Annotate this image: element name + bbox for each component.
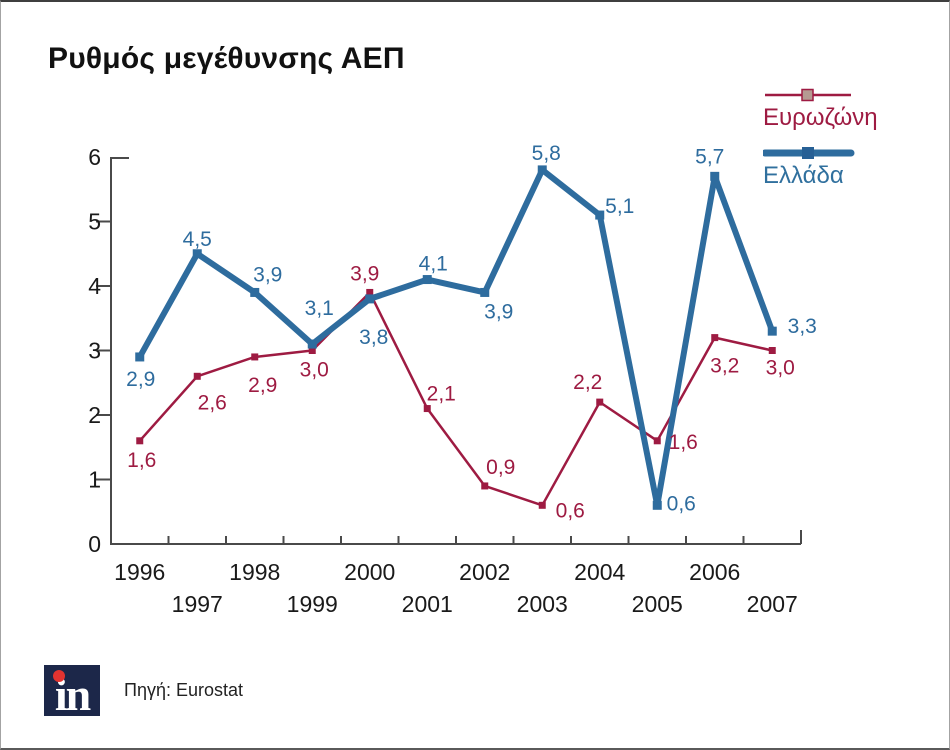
y-tick-label: 5 [88, 209, 101, 235]
series-greece-marker [652, 500, 662, 510]
data-label: 4,5 [183, 228, 212, 251]
data-label: 2,6 [198, 391, 227, 414]
series-eurozone-marker [596, 398, 604, 406]
data-label: 3,0 [300, 359, 329, 382]
data-label: 3,9 [484, 300, 513, 323]
series-eurozone-marker [538, 501, 546, 509]
legend-label-eurozone: Ευρωζώνη [763, 104, 878, 131]
footer: in Πηγή: Eurostat [44, 665, 244, 717]
series-eurozone-labels: 1,6 2,6 2,9 3,0 3,9 2,1 0,9 0,6 2,2 1,6 3,2 3,0 [127, 262, 795, 522]
data-label: 4,1 [419, 253, 448, 276]
series-eurozone-line [138, 291, 774, 507]
series-eurozone-marker [711, 334, 719, 342]
y-tick-label: 3 [88, 338, 101, 364]
series-greece-marker [365, 294, 375, 304]
series-eurozone-marker [251, 353, 259, 361]
series-greece [135, 165, 777, 510]
series-greece-marker [480, 287, 490, 297]
series-greece-marker [422, 275, 432, 285]
data-label: 1,6 [127, 449, 156, 472]
data-label: 3,1 [305, 297, 334, 320]
x-tick-label: 2002 [459, 559, 510, 585]
logo-red-dot-icon [53, 670, 65, 682]
x-tick-label: 2004 [574, 559, 625, 585]
series-greece-marker [767, 326, 777, 336]
data-label: 3,9 [253, 263, 282, 286]
y-tick-label: 1 [88, 467, 101, 493]
series-greece-marker [307, 339, 317, 349]
series-greece-marker [710, 171, 720, 181]
data-label: 3,9 [350, 262, 379, 285]
y-tick-label: 4 [88, 273, 101, 299]
data-label: 3,2 [710, 355, 739, 378]
series-eurozone-marker [768, 347, 776, 354]
x-tick-label: 1999 [287, 591, 338, 617]
data-label: 2,2 [573, 371, 602, 394]
data-label: 2,1 [427, 383, 456, 406]
y-tick-label: 2 [88, 402, 101, 428]
x-tick-label: 2005 [632, 591, 683, 617]
x-tick-label: 2001 [402, 591, 453, 617]
legend-item-greece: Ελλάδα [763, 144, 923, 190]
eurozone-line-swatch [765, 88, 851, 102]
data-label: 3,3 [788, 315, 817, 338]
x-tick-label: 2006 [689, 559, 740, 585]
data-label: 2,9 [248, 374, 277, 397]
data-label: 0,6 [556, 499, 585, 522]
data-label: 5,1 [605, 195, 634, 218]
source-text: Πηγή: Eurostat [124, 680, 244, 700]
chart-title: Ρυθμός μεγέθυνσης ΑΕΠ [48, 42, 405, 75]
series-greece-marker [135, 352, 145, 362]
series-eurozone-marker [308, 347, 316, 354]
series-eurozone-marker [136, 437, 144, 445]
x-tick-label: 1996 [114, 559, 165, 585]
greece-line-swatch [763, 147, 855, 159]
x-tick-label: 2000 [344, 559, 395, 585]
data-label: 3,8 [359, 326, 388, 349]
series-greece-marker [595, 210, 605, 220]
y-tick-label: 6 [88, 144, 101, 170]
legend: Ευρωζώνη Ελλάδα [763, 86, 923, 202]
y-tick-label: 0 [88, 531, 101, 557]
series-eurozone [136, 288, 776, 509]
series-greece-line [136, 166, 776, 509]
data-label: 1,6 [669, 431, 698, 454]
data-label: 0,9 [486, 456, 515, 479]
series-greece-marker [537, 165, 547, 175]
legend-item-eurozone: Ευρωζώνη [763, 86, 923, 132]
data-label: 5,8 [532, 142, 561, 165]
data-label: 5,7 [695, 145, 724, 168]
series-eurozone-marker [423, 405, 431, 413]
data-label: 2,9 [126, 368, 155, 391]
data-label: 3,0 [766, 357, 795, 380]
x-tick-label: 1998 [229, 559, 280, 585]
series-greece-marker [250, 287, 260, 297]
series-eurozone-marker [193, 372, 201, 380]
x-tick-label: 2003 [517, 591, 568, 617]
series-greece-labels: 2,9 4,5 3,9 3,1 3,8 4,1 3,9 5,8 5,1 0,6 5,7 3,3 [126, 142, 817, 515]
x-tick-label: 2007 [747, 591, 798, 617]
series-eurozone-marker [653, 437, 661, 445]
series-greece-marker [192, 249, 202, 259]
x-tick-label: 1997 [172, 591, 223, 617]
legend-label-greece: Ελλάδα [763, 162, 844, 189]
series-eurozone-marker [366, 288, 374, 296]
data-label: 0,6 [667, 492, 696, 515]
y-axis: 0 1 2 3 4 5 6 [88, 144, 129, 557]
in-logo: in [44, 665, 100, 717]
series-eurozone-marker [481, 482, 489, 490]
